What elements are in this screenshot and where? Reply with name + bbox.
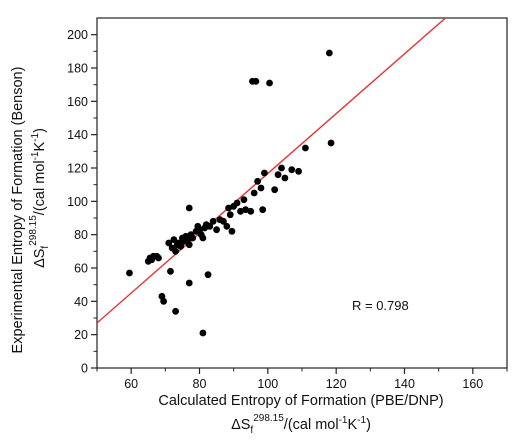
x-axis-title: Calculated Entropy of Formation (PBE/DNP… <box>158 393 443 409</box>
x-tick-label: 100 <box>257 377 278 391</box>
data-point <box>189 234 197 242</box>
data-point <box>170 236 178 244</box>
data-point <box>242 206 250 214</box>
axis-ticks: 60 80 100 120 140 160 0 20 40 60 80 100 120 140 160 180… <box>67 28 508 391</box>
data-point <box>213 226 220 234</box>
data-point <box>185 204 193 212</box>
data-point <box>257 184 265 192</box>
data-point <box>261 169 268 177</box>
data-point <box>172 247 179 255</box>
data-point <box>165 239 173 247</box>
data-point <box>240 196 248 204</box>
data-point <box>281 174 289 182</box>
plot-frame <box>96 17 508 369</box>
data-point <box>247 207 255 215</box>
y-tick-label: 160 <box>67 95 88 109</box>
x-tick-label: 120 <box>326 377 347 391</box>
y-tick-label: 80 <box>74 228 88 242</box>
data-point <box>327 139 335 147</box>
data-point <box>225 204 232 212</box>
data-point <box>160 297 168 305</box>
y-tick-label: 200 <box>67 28 88 42</box>
y-tick-label: 180 <box>67 62 88 76</box>
data-point <box>325 49 333 57</box>
x-tick-label: 140 <box>394 377 415 391</box>
y-tick-label: 60 <box>74 262 88 276</box>
data-point <box>266 79 273 87</box>
x-tick-label: 60 <box>124 377 138 391</box>
data-point <box>209 217 217 225</box>
data-point <box>199 329 207 337</box>
correlation-annotation: R = 0.798 <box>352 298 409 313</box>
x-axis-unit: ΔSf298.15/(cal mol-1K-1) <box>231 413 371 436</box>
y-axis-title: Experimental Entropy of Formation (Benso… <box>10 67 26 354</box>
y-tick-label: 0 <box>81 362 88 376</box>
fit-line <box>97 18 446 324</box>
data-point <box>220 217 227 225</box>
y-tick-label: 120 <box>67 162 88 176</box>
data-point <box>302 144 309 152</box>
data-point <box>185 279 193 287</box>
y-axis-unit: ΔSf298.15/(cal mol-1K-1) <box>28 128 51 268</box>
data-point <box>172 307 179 315</box>
data-point <box>204 271 212 279</box>
data-point <box>223 222 231 230</box>
data-point <box>233 199 241 207</box>
data-point <box>271 186 279 194</box>
x-tick-label: 160 <box>462 377 483 391</box>
data-point <box>295 167 302 175</box>
data-point <box>254 177 261 185</box>
data-point <box>278 164 285 172</box>
y-tick-label: 140 <box>67 128 88 142</box>
x-tick-label: 80 <box>193 377 207 391</box>
data-point <box>185 241 193 249</box>
data-point <box>228 227 236 235</box>
data-point <box>199 234 207 242</box>
data-point <box>259 206 267 214</box>
data-point <box>288 166 296 174</box>
data-points <box>126 49 335 337</box>
y-tick-label: 100 <box>67 195 88 209</box>
data-point <box>252 77 260 85</box>
data-point <box>177 242 185 250</box>
data-point <box>126 269 133 277</box>
y-tick-label: 20 <box>74 328 88 342</box>
data-point <box>237 207 244 215</box>
y-tick-label: 40 <box>74 295 88 309</box>
data-point <box>274 171 282 179</box>
data-point <box>155 254 162 262</box>
fit-line-group <box>97 18 446 324</box>
data-point <box>167 267 174 275</box>
data-point <box>250 189 258 197</box>
data-point <box>206 222 214 230</box>
data-point <box>226 211 234 219</box>
